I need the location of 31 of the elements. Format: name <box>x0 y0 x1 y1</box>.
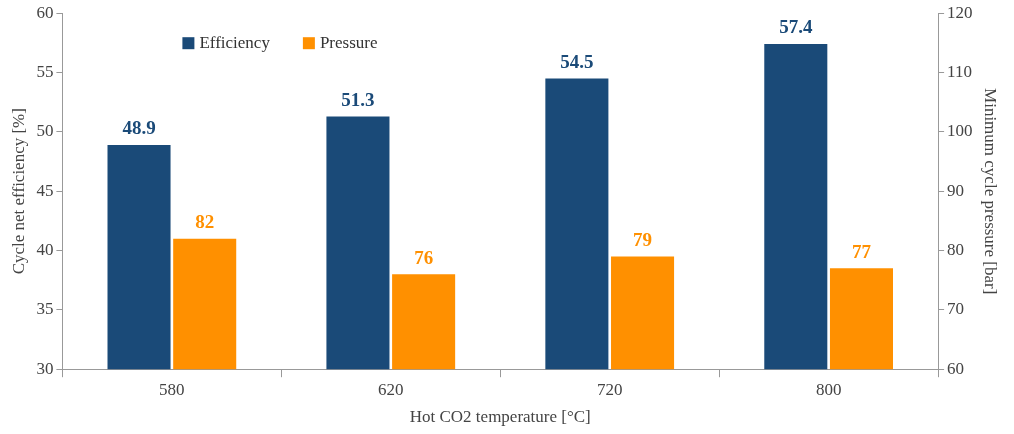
x-tick-label: 620 <box>378 379 404 399</box>
data-label: 79 <box>633 228 653 250</box>
data-label: 51.3 <box>341 88 375 110</box>
data-label: 77 <box>851 240 872 262</box>
x-tick-label: 800 <box>815 379 842 399</box>
y2-tick-label: 90 <box>947 180 965 200</box>
y-tick-label: 55 <box>36 62 54 81</box>
y-axis-title: Cycle net efficiency [%] <box>8 108 28 275</box>
y-tick-label: 60 <box>36 2 54 22</box>
data-label: 48.9 <box>122 117 156 139</box>
legend-label: Efficiency <box>199 32 271 52</box>
data-label: 76 <box>414 246 434 268</box>
x-tick-label: 580 <box>159 379 185 399</box>
y2-axis-title: Minimum cycle pressure [bar] <box>981 88 1001 295</box>
y2-tick-label: 100 <box>947 121 973 141</box>
legend-label: Pressure <box>319 32 378 52</box>
y2-tick-label: 80 <box>947 240 965 259</box>
data-label: 82 <box>195 211 215 233</box>
y-tick-label: 40 <box>36 240 54 259</box>
y-tick-label: 45 <box>36 180 54 200</box>
y-tick-label: 50 <box>36 121 54 141</box>
y2-tick-label: 120 <box>947 2 973 22</box>
y2-tick-label: 60 <box>947 358 965 378</box>
x-axis-title: Hot CO2 temperature [°C] <box>409 407 591 427</box>
y2-tick-label: 70 <box>947 299 965 319</box>
x-tick-label: 720 <box>596 379 623 399</box>
y2-tick-label: 110 <box>947 62 972 81</box>
y-tick-label: 30 <box>36 358 54 378</box>
data-label: 54.5 <box>560 50 594 72</box>
data-label: 57.4 <box>779 16 813 38</box>
y-tick-label: 35 <box>36 299 54 319</box>
